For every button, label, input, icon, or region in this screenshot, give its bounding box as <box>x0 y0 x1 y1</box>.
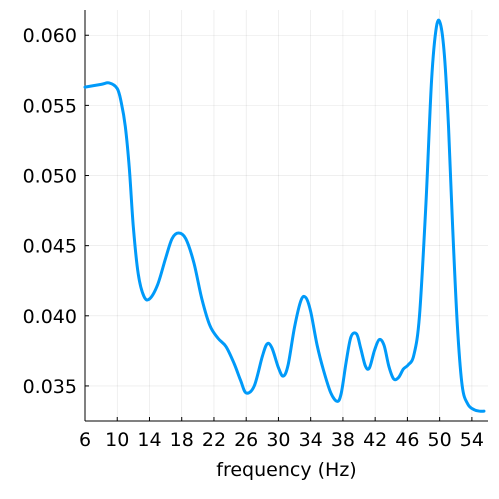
x-tick-label: 6 <box>79 429 91 451</box>
x-tick-label: 54 <box>460 429 484 451</box>
x-tick-label: 42 <box>363 429 387 451</box>
x-axis-label: frequency (Hz) <box>216 459 356 481</box>
y-tick-label: 0.040 <box>23 306 77 328</box>
y-tick-label: 0.045 <box>23 236 77 258</box>
series-line <box>83 18 486 413</box>
x-tick-label: 26 <box>234 429 258 451</box>
x-tick-label: 30 <box>266 429 290 451</box>
x-tick-label: 10 <box>105 429 129 451</box>
x-tick-label: 38 <box>331 429 355 451</box>
series-group <box>83 18 486 413</box>
x-tick-label: 50 <box>428 429 452 451</box>
x-tick-label: 14 <box>137 429 161 451</box>
y-tick-label: 0.060 <box>23 25 77 47</box>
x-tick-label: 22 <box>202 429 226 451</box>
axes <box>84 10 488 422</box>
x-tick-label: 46 <box>395 429 419 451</box>
ticks: 6 10 14 18 22 26 30 34 38 42 46 50 54 0.035 0.040 0.045… <box>23 25 484 451</box>
y-tick-label: 0.035 <box>23 376 77 398</box>
x-tick-label: 34 <box>299 429 323 451</box>
grid-lines <box>84 10 488 421</box>
y-tick-label: 0.050 <box>23 166 77 188</box>
y-tick-label: 0.055 <box>23 95 77 117</box>
x-tick-label: 18 <box>170 429 194 451</box>
